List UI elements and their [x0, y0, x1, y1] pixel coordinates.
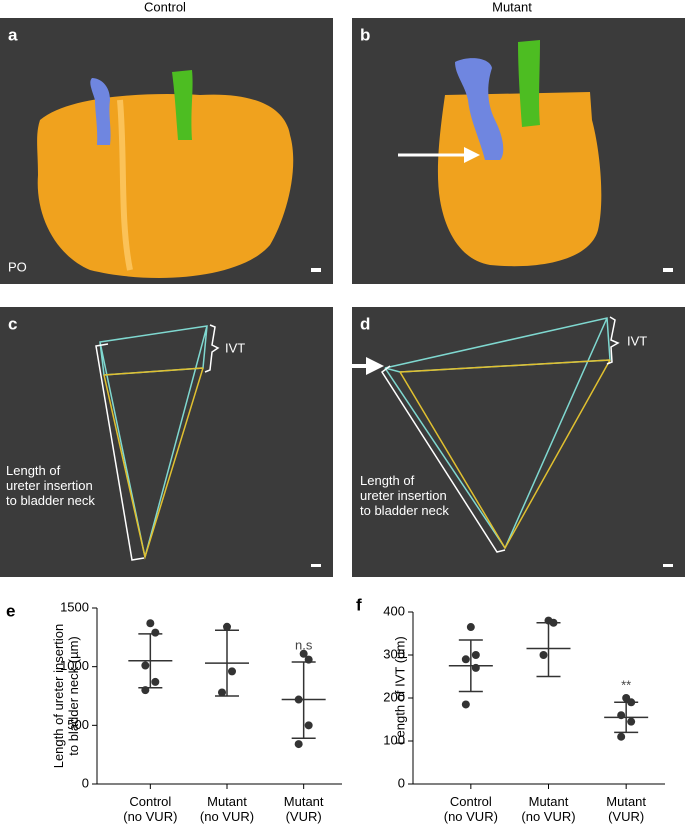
column-title: Mutant: [492, 0, 532, 14]
panel-label: b: [360, 25, 370, 44]
ivt-label: IVT: [225, 340, 245, 355]
data-point: [141, 661, 150, 670]
data-point: [146, 619, 155, 628]
y-tick-label: 500: [67, 717, 89, 732]
x-tick-label: Control (no VUR): [123, 794, 178, 824]
y-tick-label: 0: [82, 775, 89, 790]
y-tick-label: 200: [383, 689, 405, 704]
y-tick-label: 400: [383, 603, 405, 618]
x-tick-label: Control (no VUR): [443, 794, 498, 824]
panel-label: e: [6, 601, 15, 620]
data-point: [304, 655, 313, 664]
diagram-yellow: [399, 359, 611, 550]
y-tick-label: 300: [383, 646, 405, 661]
data-point: [461, 700, 470, 709]
data-point: [218, 688, 226, 697]
bladder: [437, 92, 602, 267]
arrowhead: [464, 147, 480, 163]
ivt-label: IVT: [627, 333, 647, 348]
data-point: [299, 649, 308, 658]
ureter-left: [455, 58, 504, 161]
panel-label: f: [356, 595, 362, 614]
panel-label: c: [8, 314, 17, 333]
data-point: [228, 667, 236, 676]
data-point: [141, 686, 150, 695]
data-point: [471, 651, 480, 659]
x-tick-label: Mutant (no VUR): [521, 794, 576, 824]
data-point: [223, 622, 231, 631]
bracket: [204, 324, 220, 373]
data-point: [549, 618, 558, 627]
data-point: [294, 740, 303, 749]
annotation: **: [621, 678, 631, 693]
ureter-right: [172, 70, 193, 140]
diagram-yellow: [103, 367, 204, 560]
data-point: [617, 732, 626, 741]
x-tick-label: Mutant (VUR): [283, 794, 324, 824]
panel-c-image: [0, 307, 333, 577]
data-point: [539, 651, 548, 659]
scale-bar: [311, 268, 321, 272]
data-point: [461, 655, 470, 664]
highlight: [117, 99, 133, 271]
bracket: [380, 365, 506, 553]
scale-bar: [663, 268, 673, 272]
panel-label: a: [8, 25, 18, 44]
data-point: [304, 721, 313, 730]
bracket: [606, 316, 620, 365]
data-point: [471, 663, 480, 672]
y-axis-label: Length of IVT (µm): [392, 636, 408, 745]
ureter-left: [90, 78, 111, 145]
po-label: PO: [8, 259, 27, 274]
annotation: n.s: [295, 637, 313, 652]
x-tick-label: Mutant (no VUR): [199, 794, 255, 824]
panel-d-image: [352, 307, 685, 577]
y-tick-label: 0: [398, 775, 405, 790]
y-tick-label: 1000: [60, 658, 89, 673]
panel-label: d: [360, 314, 370, 333]
y-tick-label: 1500: [60, 599, 89, 614]
length-label: Length of ureter insertion to bladder ne…: [6, 463, 95, 508]
bladder: [37, 94, 294, 278]
ureter-right: [518, 40, 540, 127]
data-point: [151, 628, 160, 637]
y-tick-label: 100: [383, 732, 405, 747]
data-point: [466, 623, 475, 632]
scale-bar: [311, 564, 321, 567]
data-point: [627, 717, 636, 726]
data-point: [151, 677, 160, 686]
arrowhead: [366, 357, 384, 375]
data-point: [294, 695, 303, 704]
data-point: [627, 698, 636, 707]
x-tick-label: Mutant (VUR): [606, 794, 647, 824]
data-point: [617, 711, 626, 720]
scale-bar: [663, 564, 673, 567]
length-label: Length of ureter insertion to bladder ne…: [360, 473, 449, 518]
bracket: [95, 343, 145, 561]
y-axis-label: Length of ureter insertion to bladder ne…: [51, 623, 81, 769]
column-title: Control: [144, 0, 186, 14]
